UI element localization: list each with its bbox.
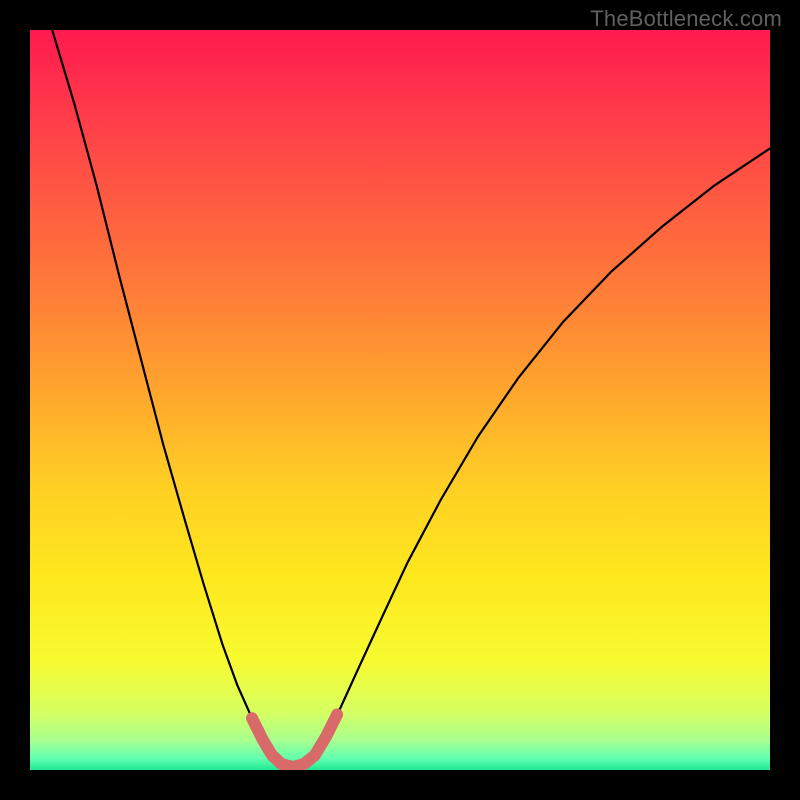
bottleneck-marker-segment — [252, 715, 337, 768]
chart-curve-layer — [30, 30, 770, 770]
chart-frame — [30, 30, 770, 770]
bottleneck-curve — [52, 30, 770, 767]
watermark-text: TheBottleneck.com — [590, 6, 782, 32]
